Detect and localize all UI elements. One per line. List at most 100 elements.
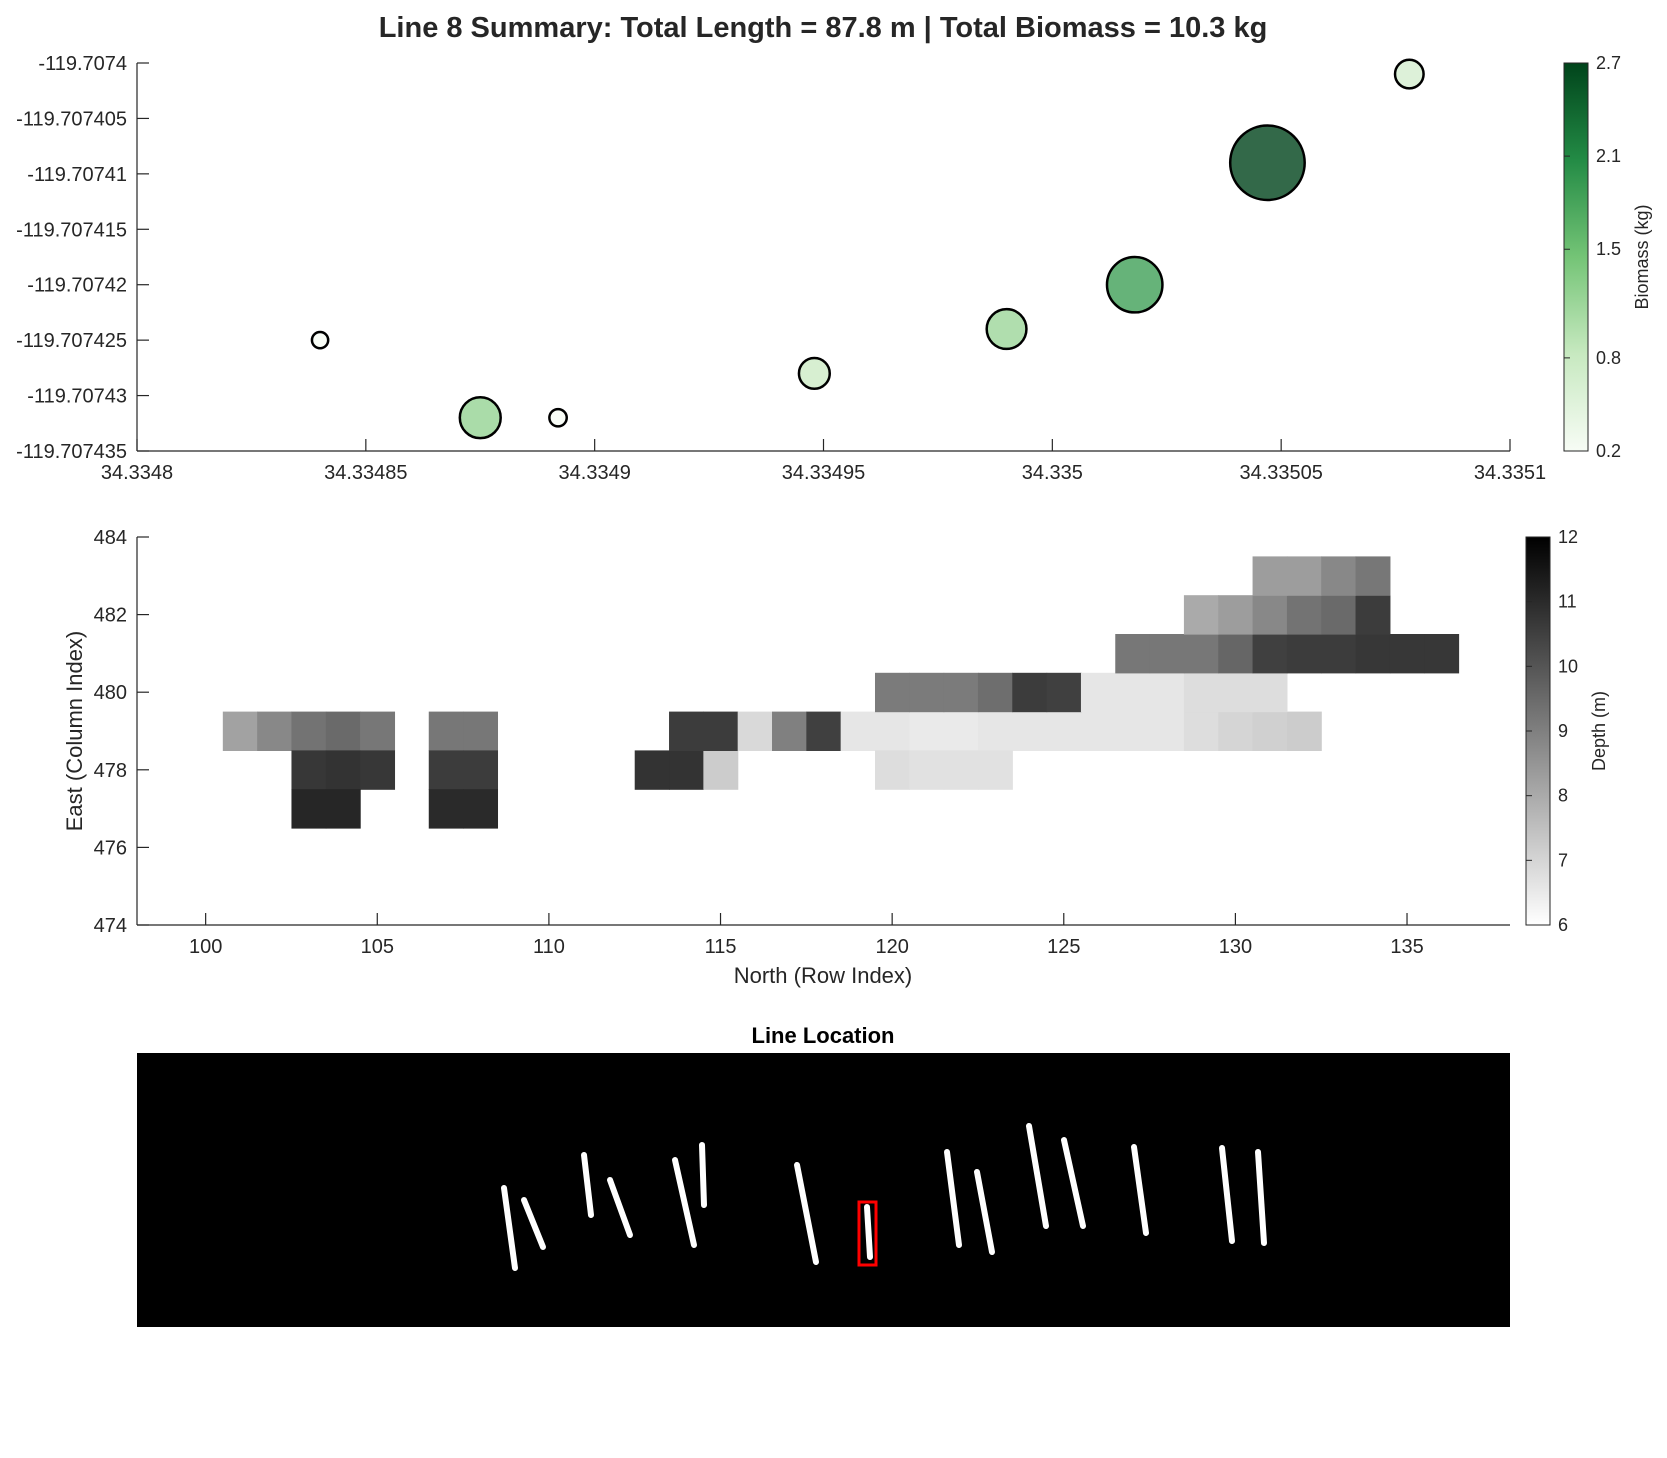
scatter-point — [1228, 124, 1306, 202]
heatmap-cell — [943, 750, 979, 790]
depth-colorbar-tick-label: 7 — [1558, 850, 1568, 870]
heatmap-y-axis-label: East (Column Index) — [62, 631, 87, 832]
biomass-colorbar-tick-label: 0.2 — [1596, 441, 1621, 461]
scatter-y-tick-label: -119.707425 — [16, 330, 127, 352]
survey-line — [864, 1204, 873, 1260]
heatmap-y-tick-label: 478 — [94, 760, 127, 782]
heatmap-cell — [1046, 711, 1082, 751]
line-location-panel: Line Location — [137, 1023, 1510, 1327]
heatmap-y-tick-label: 474 — [94, 915, 127, 937]
heatmap-cell — [1252, 634, 1288, 674]
heatmap-cell — [772, 711, 807, 751]
heatmap-cell — [1149, 672, 1185, 713]
heatmap-cell — [1183, 711, 1219, 751]
survey-line — [581, 1152, 594, 1218]
survey-line — [944, 1149, 962, 1248]
heatmap-x-tick-label: 135 — [1390, 936, 1423, 958]
heatmap-cell — [874, 672, 910, 713]
scatter-point — [797, 356, 831, 391]
heatmap-cell — [1286, 595, 1322, 635]
survey-line — [521, 1197, 546, 1250]
scatter-x-tick-label: 34.3348 — [101, 462, 173, 484]
heatmap-cell — [257, 711, 293, 751]
heatmap-cell — [1321, 556, 1357, 596]
heatmap-cell — [291, 711, 327, 751]
heatmap-cell — [1012, 711, 1048, 751]
heatmap-cell — [1218, 711, 1254, 751]
survey-lines — [501, 1123, 1267, 1271]
depth-colorbar-tick-label: 10 — [1558, 656, 1578, 676]
heatmap-cell — [222, 711, 258, 751]
heatmap-cell — [1149, 634, 1185, 674]
heatmap-cell — [909, 672, 945, 713]
heatmap-cell — [634, 750, 670, 790]
heatmap-y-tick-label: 484 — [94, 527, 127, 549]
scatter-point — [1105, 255, 1164, 314]
heatmap-cell — [1321, 634, 1357, 674]
depth-colorbar-tick-label: 9 — [1558, 721, 1568, 741]
heatmap-cell — [463, 711, 499, 751]
scatter-y-tick-label: -119.70743 — [27, 386, 127, 408]
heatmap-cell — [325, 789, 361, 829]
line-location-map-background — [137, 1053, 1510, 1327]
biomass-colorbar-tick-label: 0.8 — [1596, 348, 1621, 368]
survey-line — [672, 1157, 697, 1248]
depth-colorbar-tick-label: 6 — [1558, 915, 1568, 935]
scatter-y-ticks: -119.7074 -119.707405 -119.70741 -119.70741… — [16, 53, 149, 463]
heatmap-cell — [909, 750, 945, 790]
heatmap-cell — [325, 711, 361, 751]
depth-colorbar-tick-label: 11 — [1558, 592, 1577, 612]
heatmap-cell — [1252, 595, 1288, 635]
scatter-y-tick-label: -119.70741 — [27, 164, 127, 186]
heatmap-y-tick-label: 482 — [94, 605, 127, 627]
scatter-axes — [136, 63, 1510, 452]
heatmap-x-tick-label: 110 — [533, 936, 565, 958]
heatmap-cell — [1389, 634, 1425, 674]
heatmap-cell — [1286, 711, 1322, 751]
heatmap-cell — [360, 711, 396, 751]
heatmap-cell — [1218, 595, 1254, 635]
heatmap-cell — [1218, 634, 1254, 674]
survey-line — [607, 1177, 633, 1238]
heatmap-cell — [1355, 556, 1391, 596]
scatter-x-tick-label: 34.3349 — [559, 462, 631, 484]
heatmap-cell — [1183, 595, 1219, 635]
biomass-colorbar-label: Biomass (kg) — [1632, 204, 1652, 309]
scatter-y-tick-label: -119.7074 — [38, 53, 127, 75]
scatter-x-tick-label: 34.335 — [1022, 462, 1083, 484]
heatmap-cell — [737, 711, 773, 751]
heatmap-x-tick-label: 120 — [875, 936, 908, 958]
scatter-point — [985, 307, 1028, 351]
heatmap-panel: 100 105 110 115 120 125 130 135 474 476 478 480 482… — [62, 527, 1609, 988]
heatmap-cell — [1252, 556, 1288, 596]
scatter-x-ticks: 34.3348 34.33485 34.3349 34.33495 34.335 34.3… — [101, 439, 1546, 484]
figure-title: Line 8 Summary: Total Length = 87.8 m | … — [379, 12, 1268, 44]
heatmap-axes — [136, 537, 1510, 926]
biomass-colorbar-tick-label: 2.7 — [1596, 53, 1621, 73]
heatmap-cell — [1218, 672, 1254, 713]
heatmap-cell — [1080, 672, 1116, 713]
heatmap-cell — [1183, 634, 1219, 674]
heatmap-y-ticks: 474 476 478 480 482 484 — [94, 527, 149, 937]
scatter-x-tick-label: 34.3351 — [1474, 462, 1546, 484]
heatmap-x-tick-label: 100 — [189, 936, 222, 958]
scatter-x-tick-label: 34.33495 — [782, 462, 865, 484]
heatmap-cell — [1252, 711, 1288, 751]
heatmap-cell — [1321, 595, 1357, 635]
depth-colorbar-tick-label: 12 — [1558, 527, 1578, 547]
heatmap-cell — [840, 711, 876, 751]
heatmap-cell — [428, 750, 464, 790]
heatmap-x-ticks: 100 105 110 115 120 125 130 135 — [189, 913, 1424, 958]
heatmap-cell — [1149, 711, 1185, 751]
scatter-panel: 34.3348 34.33485 34.3349 34.33495 34.335 34.3… — [16, 53, 1652, 484]
survey-line — [974, 1169, 995, 1255]
scatter-y-tick-label: -119.707415 — [16, 219, 127, 241]
survey-line — [1131, 1144, 1149, 1236]
depth-colorbar: 6 7 8 9 10 11 12 Depth (m) — [1525, 527, 1609, 935]
heatmap-cell — [669, 750, 704, 790]
heatmap-cell — [428, 711, 464, 751]
heatmap-cell — [909, 711, 945, 751]
heatmap-cell — [1012, 672, 1048, 713]
heatmap-cell — [806, 711, 842, 751]
heatmap-cell — [703, 750, 739, 790]
